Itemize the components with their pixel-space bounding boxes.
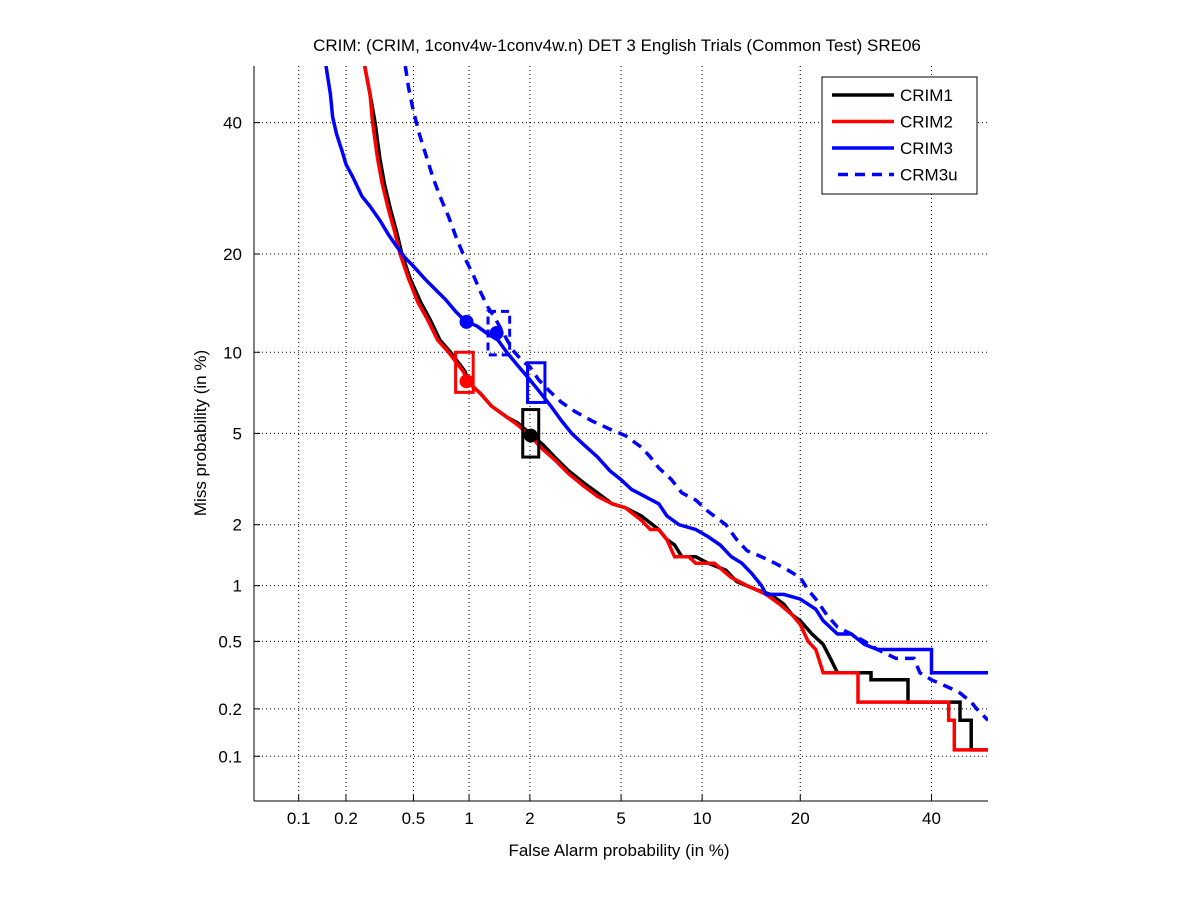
y-tick-labels: 0.1 0.2 0.5 1 2 5 10 20 40 [218, 114, 242, 767]
x-tick-label: 0.1 [287, 809, 311, 828]
y-tick-label: 0.5 [218, 632, 242, 651]
min-dcf-marker-crim2 [459, 374, 474, 389]
det-curve-crm3u [403, 66, 988, 722]
y-tick-label: 2 [233, 516, 242, 535]
x-tick-label: 0.5 [402, 809, 426, 828]
y-tick-label: 1 [233, 577, 242, 596]
act-dcf-box-crm3u [486, 309, 512, 357]
y-tick-label: 0.2 [218, 700, 242, 719]
y-axis-label: Miss probability (in %) [191, 350, 210, 516]
det-curves [324, 66, 988, 752]
min-dcf-marker-crm3u [489, 325, 504, 340]
x-tick-label: 1 [464, 809, 473, 828]
axes [253, 66, 988, 802]
operating-point-markers [454, 309, 547, 459]
x-axis-label: False Alarm probability (in %) [508, 841, 729, 860]
min-dcf-marker-crim3 [459, 314, 474, 329]
y-tick-label: 5 [233, 424, 242, 443]
act-dcf-box-crim3 [526, 361, 547, 404]
det-curve-crim2 [362, 66, 988, 752]
legend-label-crim3: CRIM3 [900, 139, 953, 158]
x-tick-label: 0.2 [334, 809, 358, 828]
x-tick-label: 40 [922, 809, 941, 828]
y-tick-label: 10 [223, 343, 242, 362]
chart-title: CRIM: (CRIM, 1conv4w-1conv4w.n) DET 3 En… [313, 36, 921, 55]
y-tick-label: 0.1 [218, 747, 242, 766]
x-tick-label: 20 [791, 809, 810, 828]
min-dcf-marker-crim1 [523, 428, 538, 443]
x-tick-label: 2 [525, 809, 534, 828]
x-tick-labels: 0.1 0.2 0.5 1 2 5 10 20 40 [287, 809, 941, 828]
y-tick-label: 40 [223, 114, 242, 133]
legend: CRIM1 CRIM2 CRIM3 CRM3u [821, 76, 978, 195]
x-tick-label: 10 [693, 809, 712, 828]
legend-label-crm3u: CRM3u [900, 166, 958, 185]
legend-label-crim1: CRIM1 [900, 86, 953, 105]
x-tick-label: 5 [616, 809, 625, 828]
act-dcf-box-crim2 [454, 350, 475, 394]
det-curve-crim3 [324, 66, 988, 675]
act-dcf-box-crim1 [521, 408, 541, 459]
y-tick-label: 20 [223, 245, 242, 264]
legend-label-crim2: CRIM2 [900, 113, 953, 132]
